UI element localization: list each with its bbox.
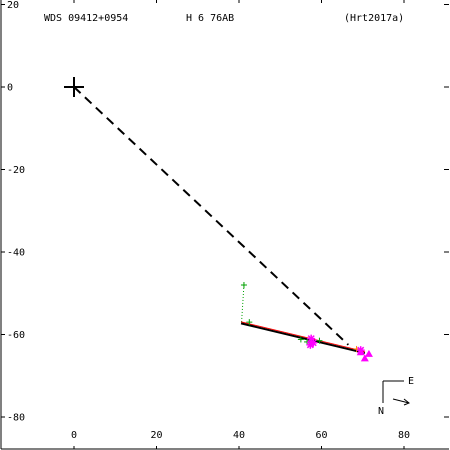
compass-arrow-head (403, 398, 410, 406)
orbit-segment-line (240, 321, 365, 353)
header-components-label: H 6 76AB (186, 13, 234, 24)
plus-marker (297, 336, 304, 343)
compass-indicator: E N (378, 376, 414, 417)
triangle-marker (364, 349, 373, 357)
compass-north-label: N (378, 406, 384, 417)
x-tick-label: 0 (71, 430, 77, 441)
header-reference-label: (Hrt2017a) (344, 13, 404, 24)
plus-marker (304, 338, 311, 345)
x-tick-label: 80 (398, 430, 410, 441)
y-tick-label: 0 (7, 83, 13, 94)
fit-line (240, 322, 366, 355)
x-tick-label: 60 (315, 430, 327, 441)
compass-motion-arrow (392, 398, 410, 404)
compass-east-label: E (408, 376, 414, 387)
plus-marker (246, 319, 253, 326)
y-tick-label: -20 (7, 165, 25, 176)
chart-marks (64, 77, 373, 362)
triangle-marker (360, 354, 369, 362)
plus-marker (240, 282, 247, 288)
header-system-label: WDS 09412+0954 (44, 13, 128, 24)
y-tick-label: -60 (7, 330, 25, 341)
y-tick-label: 20 (7, 0, 19, 11)
y-tick-label: -40 (7, 248, 25, 259)
x-tick-label: 40 (233, 430, 245, 441)
x-tick-label: 20 (150, 430, 162, 441)
plus-marker (316, 337, 323, 344)
triangle-marker (356, 348, 365, 356)
residual-line (240, 284, 245, 324)
asterisk-marker (306, 340, 315, 349)
dashed-vector-line (73, 86, 349, 346)
y-tick-label: -80 (7, 413, 25, 424)
